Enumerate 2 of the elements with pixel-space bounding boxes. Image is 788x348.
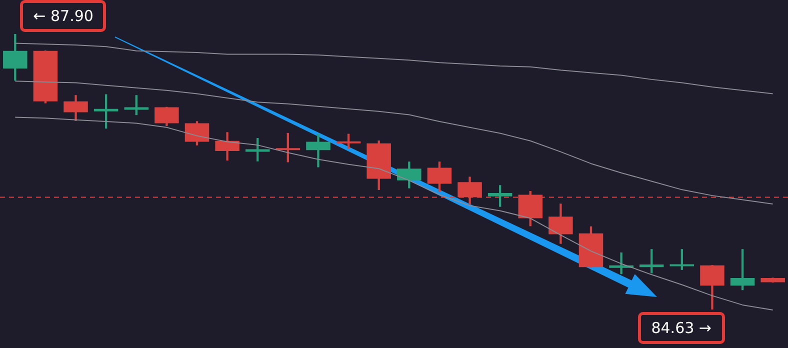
text: 84.63 → bbox=[638, 312, 724, 344]
text: ← 87.90 bbox=[20, 0, 106, 32]
